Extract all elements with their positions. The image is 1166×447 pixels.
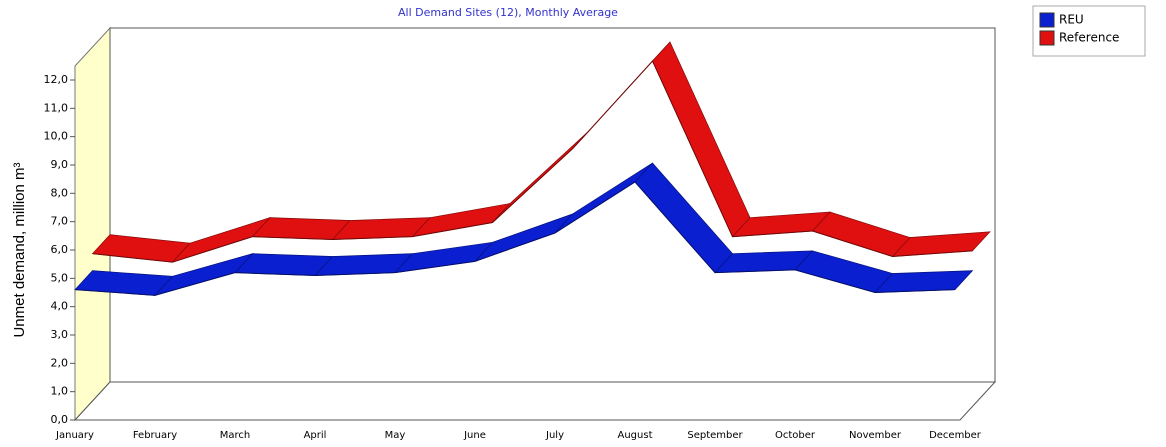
y-tick-label: 5,0 (51, 271, 69, 284)
y-tick-label: 1,0 (51, 385, 69, 398)
x-tick-label: December (929, 430, 982, 441)
legend-swatch (1039, 30, 1055, 46)
x-tick-label: May (385, 430, 406, 441)
ribbon-edge (74, 181, 956, 296)
legend-label: REU (1059, 13, 1084, 27)
x-tick-label: November (849, 430, 902, 441)
x-tick-label: April (304, 430, 327, 441)
x-tick-label: July (545, 430, 564, 441)
x-tick-label: September (687, 430, 743, 441)
legend-swatch (1039, 12, 1055, 28)
ribbon-edge (92, 60, 973, 263)
y-tick-label: 12,0 (44, 73, 69, 86)
back-wall (109, 27, 996, 383)
y-tick-label: 7,0 (51, 215, 69, 228)
y-tick-label: 10,0 (44, 130, 69, 143)
y-tick-label: 0,0 (51, 413, 69, 426)
y-tick-label: 4,0 (51, 300, 69, 313)
x-tick-label: June (463, 430, 486, 441)
y-axis-label: Unmet demand, million m³ (11, 162, 28, 337)
y-tick-label: 9,0 (51, 158, 69, 171)
y-tick-label: 6,0 (51, 243, 69, 256)
side-wall (74, 26, 111, 422)
y-tick-label: 3,0 (51, 328, 69, 341)
chart-title: All Demand Sites (12), Monthly Average (398, 6, 618, 19)
y-tick-label: 8,0 (51, 186, 69, 199)
x-tick-label: February (133, 430, 177, 441)
legend-label: Reference (1059, 31, 1119, 45)
x-tick-label: October (775, 430, 816, 441)
x-tick-label: March (220, 430, 250, 441)
x-tick-label: August (618, 430, 653, 441)
y-tick-label: 11,0 (44, 101, 69, 114)
x-tick-label: January (55, 430, 94, 441)
y-tick-label: 2,0 (51, 356, 69, 369)
floor (73, 381, 997, 421)
